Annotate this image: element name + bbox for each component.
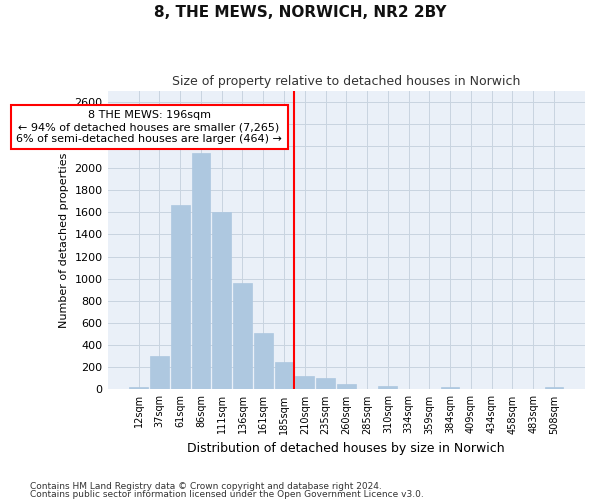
Bar [254,333,272,390]
Bar [275,362,293,390]
Bar [441,387,460,390]
Bar [316,378,335,390]
Bar [295,376,314,390]
X-axis label: Distribution of detached houses by size in Norwich: Distribution of detached houses by size … [187,442,505,455]
Y-axis label: Number of detached properties: Number of detached properties [59,152,69,328]
Bar [191,152,210,390]
Bar [337,384,356,390]
Bar [233,283,252,390]
Bar [150,356,169,390]
Bar [129,387,148,390]
Text: 8 THE MEWS: 196sqm
← 94% of detached houses are smaller (7,265)
6% of semi-detac: 8 THE MEWS: 196sqm ← 94% of detached hou… [16,110,282,144]
Bar [379,386,397,390]
Text: Contains public sector information licensed under the Open Government Licence v3: Contains public sector information licen… [30,490,424,499]
Text: 8, THE MEWS, NORWICH, NR2 2BY: 8, THE MEWS, NORWICH, NR2 2BY [154,5,446,20]
Bar [171,204,190,390]
Bar [545,387,563,390]
Title: Size of property relative to detached houses in Norwich: Size of property relative to detached ho… [172,75,520,88]
Text: Contains HM Land Registry data © Crown copyright and database right 2024.: Contains HM Land Registry data © Crown c… [30,482,382,491]
Bar [212,212,231,390]
